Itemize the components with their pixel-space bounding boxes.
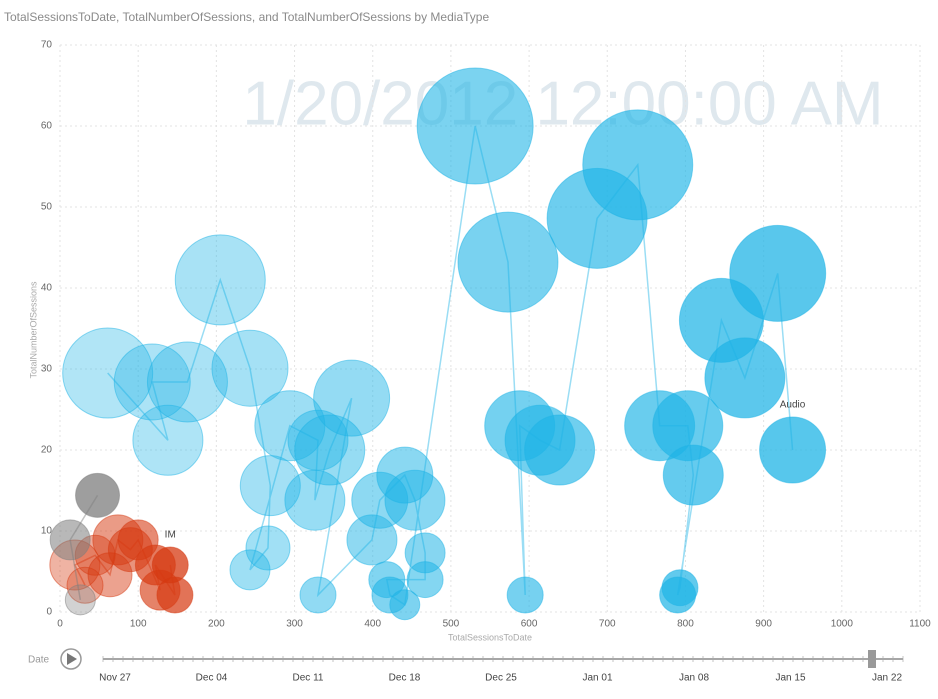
bubble bbox=[313, 359, 391, 437]
bubble bbox=[704, 337, 786, 419]
play-axis-tick-label: Dec 18 bbox=[389, 673, 421, 684]
play-watermark: 1/20/2012 12:00:00 AM bbox=[242, 69, 883, 138]
trail-line bbox=[69, 494, 99, 600]
play-axis-label: Date bbox=[28, 655, 50, 666]
y-tick-label: 10 bbox=[41, 526, 53, 537]
series bbox=[49, 472, 121, 616]
play-axis-tick-label: Dec 25 bbox=[485, 673, 517, 684]
play-button[interactable] bbox=[60, 648, 82, 670]
x-tick-label: 0 bbox=[57, 619, 63, 630]
bubble bbox=[229, 549, 271, 591]
trail-line bbox=[107, 125, 794, 606]
x-tick-label: 600 bbox=[521, 619, 538, 630]
y-tick-label: 20 bbox=[41, 445, 53, 456]
bubble bbox=[416, 67, 534, 185]
bubble bbox=[457, 211, 559, 313]
bubble bbox=[146, 341, 228, 423]
bubble bbox=[49, 519, 91, 561]
bubble bbox=[406, 561, 444, 599]
x-tick-label: 100 bbox=[130, 619, 147, 630]
y-axis-label: TotalNumberOfSessions bbox=[28, 281, 38, 379]
series bbox=[49, 514, 194, 614]
bubble bbox=[174, 234, 266, 326]
bubble bbox=[729, 224, 827, 322]
series bbox=[62, 67, 827, 621]
x-tick-label: 1100 bbox=[909, 619, 931, 630]
play-axis-tick-label: Jan 22 bbox=[872, 673, 902, 684]
series-label: IM bbox=[165, 530, 176, 541]
trail-line bbox=[73, 538, 176, 596]
play-axis-tick-label: Jan 01 bbox=[582, 673, 612, 684]
series-label: Audio bbox=[780, 400, 806, 411]
play-button-icon[interactable] bbox=[67, 653, 77, 665]
x-axis-label: TotalSessionsToDate bbox=[448, 632, 532, 642]
bubble bbox=[132, 404, 204, 476]
y-tick-label: 0 bbox=[46, 607, 52, 618]
bubble bbox=[245, 525, 291, 571]
x-tick-label: 200 bbox=[208, 619, 225, 630]
bubble bbox=[759, 416, 827, 484]
x-tick-label: 400 bbox=[364, 619, 381, 630]
bubble bbox=[506, 576, 544, 614]
y-tick-label: 40 bbox=[41, 283, 53, 294]
x-tick-label: 1000 bbox=[831, 619, 854, 630]
x-tick-label: 500 bbox=[443, 619, 460, 630]
y-tick-label: 30 bbox=[41, 364, 53, 375]
bubble bbox=[524, 414, 596, 486]
y-tick-label: 50 bbox=[41, 202, 53, 213]
bubble bbox=[384, 469, 446, 531]
x-tick-label: 900 bbox=[755, 619, 772, 630]
play-axis-tick-label: Nov 27 bbox=[99, 673, 131, 684]
bubble bbox=[294, 414, 366, 486]
x-tick-label: 700 bbox=[599, 619, 616, 630]
bubble bbox=[662, 444, 724, 506]
x-tick-label: 300 bbox=[286, 619, 303, 630]
bubble bbox=[299, 576, 337, 614]
bubble bbox=[582, 109, 694, 221]
bubble bbox=[151, 546, 189, 584]
chart-title: TotalSessionsToDate, TotalNumberOfSessio… bbox=[4, 10, 489, 24]
bubble bbox=[659, 576, 697, 614]
bubble bbox=[75, 472, 121, 518]
bubble bbox=[113, 343, 191, 421]
play-axis-tick-label: Jan 08 bbox=[679, 673, 709, 684]
play-axis-tick-label: Dec 04 bbox=[196, 673, 228, 684]
y-tick-label: 70 bbox=[41, 40, 53, 51]
bubble bbox=[64, 584, 96, 616]
x-tick-label: 800 bbox=[677, 619, 694, 630]
play-slider-thumb[interactable] bbox=[868, 650, 876, 668]
play-axis-tick-label: Dec 11 bbox=[293, 673, 324, 684]
y-tick-label: 60 bbox=[41, 121, 53, 132]
bubble bbox=[389, 589, 421, 621]
bubble bbox=[211, 329, 289, 407]
play-axis-tick-label: Jan 15 bbox=[775, 673, 805, 684]
